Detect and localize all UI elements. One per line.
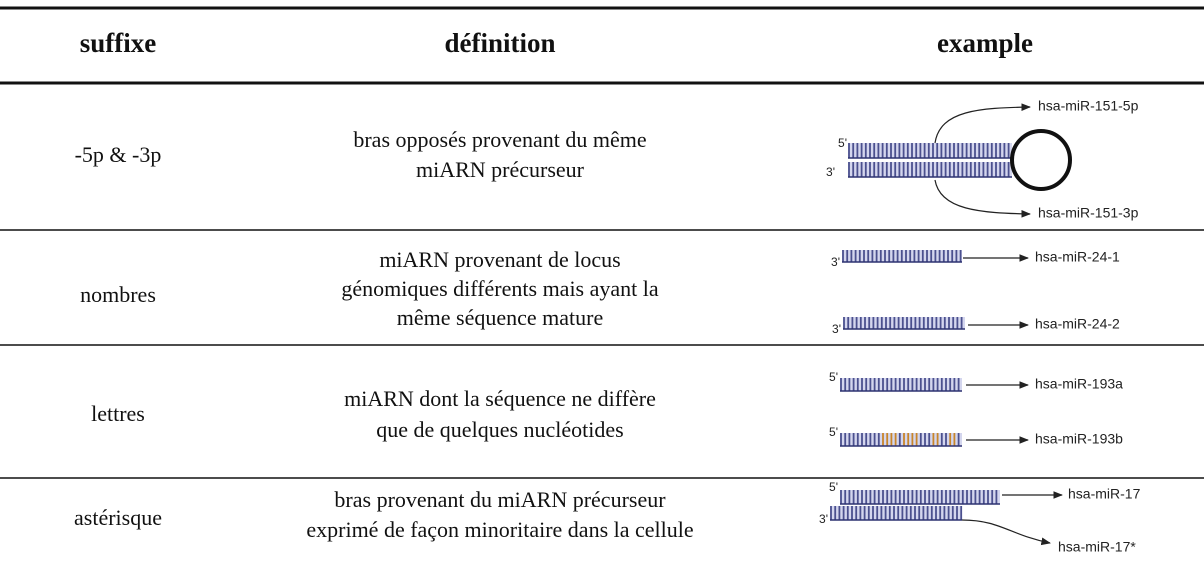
strand-end: 5' xyxy=(829,480,838,494)
column-header: example xyxy=(937,28,1033,58)
strand-end: 5' xyxy=(829,425,838,439)
definition-line: miARN dont la séquence ne diffère xyxy=(344,386,656,411)
arrow xyxy=(934,103,1031,144)
definition-line: miARN précurseur xyxy=(416,157,585,182)
column-header: suffixe xyxy=(80,28,157,58)
mirna-name: hsa-miR-24-2 xyxy=(1035,316,1120,332)
strand xyxy=(830,506,962,520)
definition-line: même séquence mature xyxy=(397,305,603,330)
mirna-name: hsa-miR-193b xyxy=(1035,431,1123,447)
strand-end: 3' xyxy=(832,322,841,336)
mirna-name: hsa-miR-17 xyxy=(1068,486,1141,502)
strand-end: 3' xyxy=(831,255,840,269)
strand-end: 3' xyxy=(826,165,835,179)
arrow xyxy=(934,179,1031,218)
definition-line: que de quelques nucléotides xyxy=(376,417,623,442)
mirna-name: hsa-miR-151-3p xyxy=(1038,205,1139,221)
strand-end: 5' xyxy=(838,136,847,150)
suffix: astérisque xyxy=(74,505,162,530)
mirna-name: hsa-miR-193a xyxy=(1035,376,1123,392)
definition-line: génomiques différents mais ayant la xyxy=(341,276,659,301)
mirna-name: hsa-miR-17* xyxy=(1058,539,1136,555)
mirna-name: hsa-miR-24-1 xyxy=(1035,249,1120,265)
suffix: -5p & -3p xyxy=(75,142,162,167)
definition-line: bras provenant du miARN précurseur xyxy=(334,487,666,512)
column-header: définition xyxy=(444,28,555,58)
suffix: nombres xyxy=(80,282,156,307)
mirna-name: hsa-miR-151-5p xyxy=(1038,98,1139,114)
arrow xyxy=(961,519,1051,546)
loop xyxy=(1010,129,1072,191)
strand-end: 5' xyxy=(829,370,838,384)
definition-line: exprimé de façon minoritaire dans la cel… xyxy=(306,517,693,542)
suffix: lettres xyxy=(91,401,145,426)
strand-end: 3' xyxy=(819,512,828,526)
definition-line: bras opposés provenant du même xyxy=(353,127,646,152)
definition-line: miARN provenant de locus xyxy=(379,247,620,272)
